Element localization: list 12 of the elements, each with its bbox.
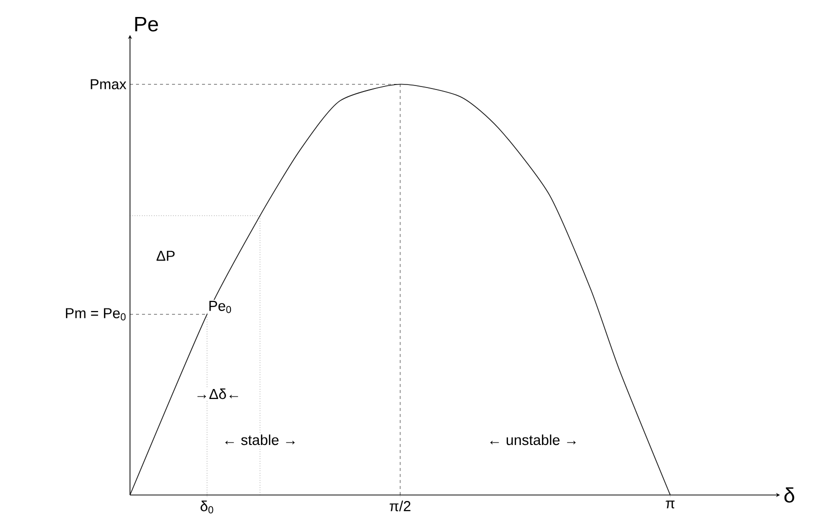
annotation: →Δδ← bbox=[197, 388, 238, 400]
x-tick-label: π/2 bbox=[390, 500, 410, 512]
x-axis-title: δ bbox=[784, 487, 794, 503]
ref-line-label: Pm = Pe$_{0}$ bbox=[66, 308, 126, 320]
x-tick-label: δ$_{0}$ bbox=[200, 500, 214, 514]
ref-line-label: Pmax bbox=[90, 79, 126, 90]
annotation: Pe$_{0}$ bbox=[209, 300, 232, 314]
annotation: ← unstable → bbox=[490, 434, 576, 446]
annotation: ← stable → bbox=[225, 434, 295, 446]
x-tick-label: π bbox=[666, 500, 675, 508]
annotation: ΔP bbox=[156, 250, 175, 261]
y-axis-title: Pe bbox=[135, 16, 158, 32]
